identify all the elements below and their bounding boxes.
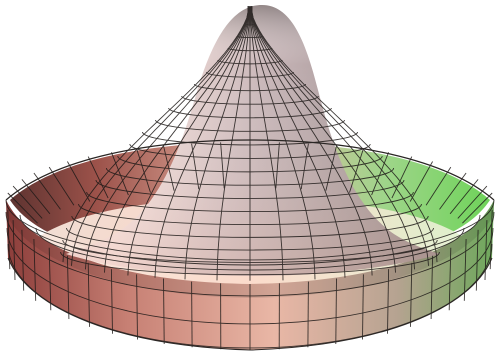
brim-outer-wall <box>6 200 494 350</box>
brim-rim-edge <box>5 139 495 201</box>
mesh-grid <box>5 6 495 350</box>
